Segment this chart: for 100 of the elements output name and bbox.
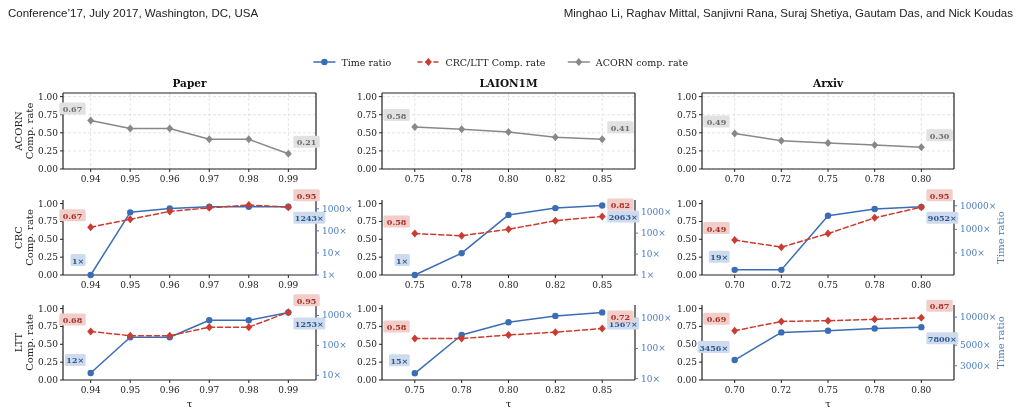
data-label: 9052× — [927, 213, 957, 224]
x-tick-label: 0.78 — [864, 174, 885, 184]
y2-tick-label: 10× — [641, 373, 660, 384]
data-label: 1567× — [608, 318, 638, 329]
x-tick-label: 0.95 — [120, 385, 141, 395]
x-tick-label: 0.75 — [817, 280, 839, 290]
x-tick-label: 0.95 — [120, 280, 141, 290]
x-tick-label: 0.75 — [404, 280, 426, 290]
text: Minghao Li, Raghav Mittal, Sanjivni Rana, Suraj Shetiya, Gautam Das, and Nick Koudas — [563, 7, 1014, 19]
data-label: 3456× — [699, 342, 729, 353]
y-tick-label: 1.00 — [37, 91, 59, 102]
y-tick-label: 0.50 — [37, 234, 59, 245]
x-tick-label: 0.72 — [771, 385, 792, 395]
data-label: 0.69 — [706, 314, 727, 325]
y2-tick-label: 100× — [322, 340, 347, 351]
x-tick-label: 0.75 — [817, 385, 839, 395]
y-tick-label: 0.75 — [356, 216, 378, 227]
x-tick-label: 0.98 — [238, 280, 260, 290]
y-tick-label: 0.50 — [37, 127, 59, 138]
data-label: 0.95 — [929, 190, 950, 201]
y-tick-label: 0.00 — [37, 270, 59, 280]
x-tick-label: 0.98 — [238, 385, 260, 395]
y-axis-title: ACORN Comp. rate — [12, 102, 35, 160]
x-tick-label: 0.80 — [911, 280, 932, 290]
y2-axis-title: Time ratio — [995, 316, 1006, 369]
x-tick-label: 0.85 — [592, 174, 613, 184]
x-tick-label: 0.70 — [724, 174, 745, 184]
x-tick-label: 0.78 — [451, 280, 472, 290]
data-label: 15× — [390, 355, 409, 366]
data-label: 19× — [710, 252, 729, 263]
x-tick-label: 0.82 — [545, 280, 566, 290]
y-tick-label: 0.25 — [37, 145, 59, 156]
y-tick-label: 1.00 — [356, 303, 378, 314]
x-tick-label: 0.98 — [238, 174, 260, 184]
x-tick-label: 0.99 — [278, 385, 299, 395]
y-tick-label: 0.50 — [676, 339, 698, 350]
chart-title: Paper — [172, 77, 207, 89]
y2-tick-label: 100× — [641, 228, 666, 239]
y-tick-label: 0.00 — [676, 375, 698, 385]
x-tick-label: 0.80 — [498, 280, 519, 290]
x-tick-label: 0.82 — [545, 385, 566, 395]
y2-tick-label: 10× — [322, 247, 341, 258]
data-label: 0.68 — [62, 314, 83, 325]
data-label: 1× — [71, 255, 85, 266]
y-tick-label: 0.00 — [356, 164, 378, 174]
data-label: 1243× — [294, 213, 324, 224]
y-tick-label: 0.25 — [676, 145, 698, 156]
data-label: 0.49 — [706, 223, 727, 234]
y-tick-label: 0.50 — [676, 127, 698, 138]
data-label: 2063× — [608, 212, 638, 223]
y-tick-label: 1.00 — [356, 198, 378, 209]
data-label: 0.87 — [929, 301, 950, 312]
legend-label: Time ratio — [341, 56, 392, 68]
x-tick-label: 0.78 — [451, 385, 472, 395]
y-tick-label: 1.00 — [676, 91, 698, 102]
x-tick-label: 0.72 — [771, 280, 792, 290]
x-tick-label: 0.75 — [404, 174, 426, 184]
x-axis-title: τ — [825, 398, 832, 409]
x-tick-label: 0.72 — [771, 174, 792, 184]
y-tick-label: 0.25 — [356, 357, 378, 368]
y2-tick-label: 1000× — [322, 203, 353, 214]
y2-tick-label: 1000× — [641, 207, 672, 218]
x-tick-label: 0.75 — [404, 385, 426, 395]
x-tick-label: 0.96 — [159, 385, 181, 395]
x-tick-label: 0.95 — [120, 174, 141, 184]
y2-tick-label: 100× — [322, 225, 347, 236]
y-tick-label: 1.00 — [37, 303, 59, 314]
x-tick-label: 0.80 — [911, 385, 932, 395]
y-tick-label: 0.25 — [356, 145, 378, 156]
y-tick-label: 0.00 — [676, 270, 698, 280]
y-tick-label: 0.50 — [356, 234, 378, 245]
x-tick-label: 0.75 — [817, 174, 839, 184]
y2-tick-label: 10000× — [960, 312, 997, 323]
x-tick-label: 0.94 — [80, 174, 101, 184]
y2-tick-label: 1000× — [960, 224, 991, 235]
y2-tick-label: 1× — [641, 270, 655, 280]
y-tick-label: 0.25 — [37, 357, 59, 368]
y2-tick-label: 1000× — [322, 310, 353, 321]
x-tick-label: 0.97 — [199, 280, 220, 290]
y2-tick-label: 100× — [960, 247, 985, 258]
chart-title: LAION1M — [479, 77, 538, 89]
y2-tick-label: 10× — [641, 249, 660, 260]
x-tick-label: 0.97 — [199, 174, 220, 184]
y-tick-label: 0.25 — [356, 252, 378, 263]
y-tick-label: 0.00 — [37, 375, 59, 385]
data-label: 0.67 — [62, 210, 83, 221]
y-tick-label: 0.50 — [356, 339, 378, 350]
y-tick-label: 1.00 — [356, 91, 378, 102]
x-tick-label: 0.99 — [278, 280, 299, 290]
y-tick-label: 0.50 — [356, 127, 378, 138]
y2-tick-label: 1000× — [641, 313, 672, 324]
data-label: 0.30 — [929, 130, 950, 141]
y2-axis-title: Time ratio — [995, 211, 1006, 264]
x-tick-label: 0.94 — [80, 385, 101, 395]
y-tick-label: 1.00 — [676, 198, 698, 209]
y-tick-label: 0.75 — [37, 321, 59, 332]
data-label: 0.21 — [296, 137, 317, 148]
y-tick-label: 0.75 — [37, 109, 59, 120]
x-tick-label: 0.80 — [498, 174, 519, 184]
chart-title: Arxiv — [811, 77, 844, 89]
